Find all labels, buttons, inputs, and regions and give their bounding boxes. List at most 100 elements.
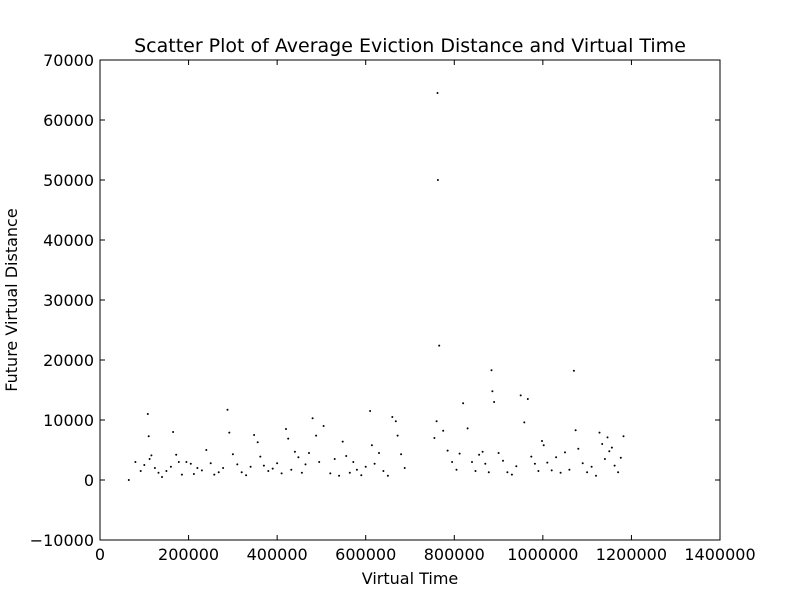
scatter-point <box>157 471 160 474</box>
scatter-point <box>364 465 367 468</box>
scatter-point <box>259 455 262 458</box>
scatter-point <box>622 435 625 438</box>
y-tick-label: 40000 <box>43 231 94 250</box>
y-tick-label: 60000 <box>43 111 94 130</box>
scatter-point <box>127 479 130 481</box>
y-tick-label: 50000 <box>43 171 94 190</box>
scatter-point <box>581 462 584 465</box>
scatter-point <box>481 450 484 453</box>
x-tick-label: 1400000 <box>684 545 755 564</box>
scatter-point <box>308 452 310 454</box>
scatter-point <box>487 471 490 474</box>
scatter-point <box>226 408 229 411</box>
y-tick-label: 10000 <box>43 411 94 430</box>
scatter-point <box>613 464 616 467</box>
x-axis-label: Virtual Time <box>362 569 459 588</box>
plot-area-frame <box>99 59 721 541</box>
scatter-point <box>245 474 248 477</box>
scatter-point <box>490 369 493 372</box>
scatter-point <box>478 453 481 456</box>
scatter-point <box>572 369 575 372</box>
scatter-point <box>391 416 394 418</box>
scatter-point <box>300 471 303 474</box>
scatter-point <box>619 456 622 459</box>
scatter-point <box>185 461 188 463</box>
scatter-point <box>333 458 336 460</box>
scatter-point <box>436 179 439 181</box>
x-tick-label: 200000 <box>158 545 219 564</box>
scatter-point <box>209 462 212 465</box>
scatter-point <box>550 469 553 472</box>
scatter-point <box>290 468 293 471</box>
scatter-point <box>568 468 571 471</box>
scatter-point <box>338 474 341 477</box>
chart-title: Scatter Plot of Average Eviction Distanc… <box>134 35 686 57</box>
scatter-point <box>150 454 153 457</box>
scatter-point <box>438 344 441 347</box>
scatter-point <box>493 401 496 403</box>
x-tick-label: 400000 <box>247 545 308 564</box>
scatter-point <box>403 467 406 469</box>
x-tick-label: 1200000 <box>596 545 667 564</box>
y-tick-label: 0 <box>84 471 94 490</box>
scatter-point <box>217 471 220 474</box>
scatter-point <box>598 431 601 434</box>
scatter-point <box>369 410 372 412</box>
scatter-point <box>231 453 234 456</box>
scatter-point <box>497 452 500 454</box>
scatter-point <box>276 462 279 465</box>
scatter-point <box>382 470 385 472</box>
scatter-point <box>165 470 168 472</box>
scatter-point <box>502 459 504 462</box>
scatter-point <box>271 467 274 470</box>
scatter-point <box>436 92 439 94</box>
scatter-point <box>192 473 195 475</box>
scatter-point <box>172 431 175 433</box>
scatter-point <box>537 470 540 472</box>
scatter-point <box>394 420 397 423</box>
y-axis: −10000 0 10000 20000 30000 40000 50000 60000 700… <box>30 51 720 550</box>
scatter-point <box>606 436 609 439</box>
scatter-point <box>373 462 376 465</box>
scatter-point <box>530 455 533 458</box>
scatter-point <box>262 464 265 467</box>
scatter-point <box>466 427 469 430</box>
scatter-point <box>345 455 348 457</box>
scatter-point <box>564 451 566 454</box>
scatter-point <box>293 450 296 453</box>
scatter-point <box>318 461 321 463</box>
scatter-point <box>222 467 225 469</box>
scatter-point <box>285 428 287 430</box>
scatter-point <box>205 449 208 451</box>
scatter-point <box>533 462 536 465</box>
scatter-point <box>146 413 149 415</box>
x-tick-label: 800000 <box>424 545 485 564</box>
scatter-point <box>400 453 403 456</box>
scatter-point <box>180 473 183 476</box>
scatter-point <box>322 425 325 427</box>
scatter-point <box>352 461 355 463</box>
scatter-point <box>161 476 163 478</box>
x-axis: 0 200000 400000 600000 800000 1000000 1200000 1… <box>95 60 756 564</box>
scatter-point <box>175 453 178 456</box>
scatter-point <box>228 431 231 434</box>
scatter-point <box>148 458 151 460</box>
scatter-point <box>574 429 577 432</box>
scatter-point <box>256 441 259 444</box>
y-tick-label: 30000 <box>43 291 94 310</box>
scatter-point <box>595 474 597 477</box>
scatter-point <box>577 447 580 450</box>
scatter-point <box>484 462 487 465</box>
scatter-point <box>177 461 180 463</box>
scatter-point <box>586 471 589 474</box>
scatter-point <box>360 474 363 477</box>
scatter-point <box>153 467 156 469</box>
scatter-point <box>601 443 604 445</box>
scatter-point <box>134 461 137 463</box>
scatter-point <box>249 465 252 468</box>
scatter-points-layer <box>127 92 625 481</box>
scatter-point <box>169 465 172 468</box>
scatter-point <box>491 390 494 393</box>
